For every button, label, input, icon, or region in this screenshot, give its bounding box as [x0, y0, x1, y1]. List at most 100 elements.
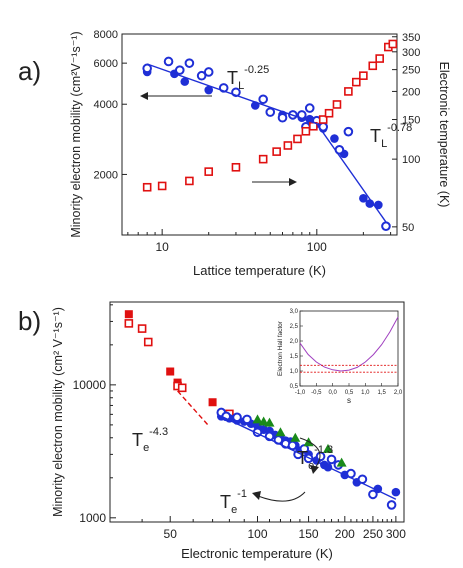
a-series-1-point-4 [196, 70, 207, 81]
b-series-3-point-13 [326, 454, 337, 465]
curved-arrow-b-1-head [310, 465, 319, 474]
inset-frame [299, 310, 399, 387]
b-series-4-point-0 [252, 414, 263, 424]
inset-y-tick-label: 2,5 [290, 324, 299, 330]
b-series-1-point-1 [137, 324, 147, 333]
b-series-4-point-4 [290, 432, 301, 442]
a-series-2-point-17 [368, 61, 378, 71]
a-series-2-point-15 [351, 77, 361, 87]
b-series-3-point-3 [242, 414, 252, 425]
b-series-5-line [220, 415, 397, 500]
a-series-1-point-8 [258, 94, 268, 105]
annotation-tl-025-sub: L [238, 80, 244, 92]
a-series-1-point-9 [265, 107, 276, 117]
annotation-tl-078-base: T [370, 126, 381, 146]
inset-x-tick-label: -0,5 [311, 390, 322, 396]
inset-x-tick-label: 1,0 [361, 390, 370, 396]
b-series-1-point-2 [143, 337, 153, 347]
b-series-3-point-17 [368, 489, 378, 500]
annotation-tl-025-base: T [227, 68, 238, 88]
y2-tick-label-a: 100 [402, 154, 420, 166]
x-tick-label-b: 200 [335, 527, 355, 541]
inset-y-tick-label: 3,0 [290, 309, 299, 315]
a-series-2-point-3 [204, 167, 214, 176]
plot-frame-a [121, 33, 398, 236]
chart-a: 10 100 2000 4000 6000 8000 50 100 150 200 250 300 35… [69, 29, 451, 278]
annotation-tl-078-sub: L [381, 138, 387, 150]
a-series-3-line [146, 63, 318, 125]
b-series-4-point-2 [264, 417, 275, 427]
y2-tick-label-a: 350 [402, 32, 420, 44]
inset-y-tick-label: 2,0 [290, 339, 299, 345]
y-axis-label-a: Minority electron mobility (cm²V⁻¹s⁻¹) [69, 31, 83, 237]
inset-x-tick-label: 1,5 [377, 390, 386, 396]
a-series-0-point-10 [330, 134, 339, 143]
b-series-4-point-6 [322, 443, 333, 453]
y2-tick-label-a: 50 [402, 222, 414, 234]
inset-y-label: Electron Hall factor [277, 320, 284, 376]
a-series-1-point-10 [277, 112, 288, 123]
annotation-te-43-sub: e [143, 442, 149, 454]
inset-x-tick-label: 0,0 [328, 390, 337, 396]
b-series-0-point-0 [124, 310, 133, 319]
y2-tick-label-a: 150 [402, 115, 420, 127]
inset-x-tick-label: 0,5 [345, 390, 354, 396]
a-series-2-point-16 [359, 71, 368, 80]
annotation-te-1-base: T [220, 492, 231, 512]
inset-y-tick-label: 0,5 [290, 384, 299, 390]
b-series-3-point-12 [315, 451, 326, 462]
y-tick-label-b: 1000 [79, 511, 106, 525]
y-axis-label-b: Minority electron mobility (cm² V⁻¹s⁻¹) [51, 307, 65, 517]
b-series-4-point-3 [275, 427, 286, 437]
b-series-0-point-3 [208, 398, 217, 407]
a-series-2-point-20 [388, 39, 398, 49]
annotation-tl-078-sup: -0.78 [387, 122, 412, 134]
b-series-4-point-1 [258, 416, 269, 426]
a-series-2-point-11 [318, 115, 328, 124]
a-series-1-point-5 [203, 67, 214, 77]
y2-tick-label-a: 300 [402, 47, 420, 59]
a-series-2-point-14 [344, 87, 353, 96]
inset-x-tick-label: 2,0 [394, 390, 403, 396]
y-tick-label-a: 8000 [94, 29, 118, 41]
y-tick-label-b: 10000 [73, 378, 107, 392]
x-axis-label-a: Lattice temperature (K) [193, 263, 326, 278]
panel-label-a: a) [18, 56, 41, 86]
b-series-4-point-7 [336, 457, 347, 467]
curved-arrow-b-2 [257, 491, 306, 502]
a-series-2-point-4 [231, 162, 241, 172]
b-series-2-point-21 [391, 487, 401, 497]
x-tick-label-b: 250 [363, 527, 383, 541]
y2-tick-label-a: 250 [402, 65, 420, 77]
y2-tick-label-a: 200 [402, 86, 420, 98]
annotation-te-13-sup: -1.3 [314, 444, 333, 456]
b-series-0-point-1 [166, 367, 175, 376]
a-series-1-point-3 [184, 58, 195, 68]
x-tick-label-b: 150 [299, 527, 319, 541]
b-series-1-point-4 [177, 383, 187, 393]
a-series-4-line [316, 123, 387, 223]
a-series-0-point-12 [359, 194, 368, 203]
a-series-1-point-1 [163, 56, 174, 67]
b-series-1-point-0 [124, 319, 134, 328]
a-series-2-point-12 [324, 108, 334, 118]
a-series-2-point-5 [258, 154, 268, 164]
a-series-2-point-7 [283, 141, 293, 150]
x-tick-label-b: 100 [247, 527, 267, 541]
annotation-te-1-sup: -1 [237, 488, 247, 500]
a-series-2-point-0 [142, 182, 152, 192]
panel-label-b: b) [18, 306, 41, 336]
chart-b: 50 100 150 200 250 300 1000 10000 Electronic tem… [51, 301, 406, 561]
annotation-te-13-sub: e [308, 460, 314, 472]
inset-x-label: s [347, 396, 351, 405]
b-series-3-point-2 [232, 412, 242, 423]
curved-arrow-b-1 [299, 437, 321, 469]
annotation-te-43-base: T [132, 430, 143, 450]
a-series-1-point-18 [343, 126, 354, 137]
inset-y-tick-label: 1,5 [290, 354, 299, 360]
curved-arrow-b-2-head [252, 491, 261, 500]
arrow-right-head-a [289, 178, 297, 186]
a-series-2-point-1 [157, 181, 167, 191]
x-tick-label-b: 50 [164, 527, 178, 541]
